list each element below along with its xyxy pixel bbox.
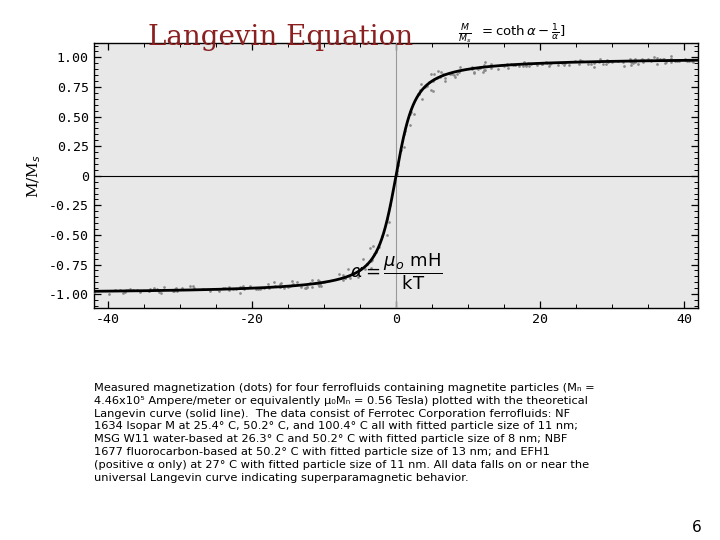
Y-axis label: M/M$_s$: M/M$_s$ — [25, 154, 43, 198]
Text: Langevin Equation: Langevin Equation — [148, 24, 413, 51]
Text: $\alpha = \dfrac{\mu_o\ \mathrm{mH}}{\mathrm{kT}}$: $\alpha = \dfrac{\mu_o\ \mathrm{mH}}{\ma… — [350, 251, 442, 292]
Text: $= \coth\alpha - \frac{1}{\alpha}$]: $= \coth\alpha - \frac{1}{\alpha}$] — [479, 22, 565, 42]
Text: Measured magnetization (dots) for four ferrofluids containing magnetite particle: Measured magnetization (dots) for four f… — [94, 383, 594, 483]
Text: $\frac{M}{M_s}$: $\frac{M}{M_s}$ — [458, 23, 472, 46]
Text: 6: 6 — [692, 519, 702, 535]
